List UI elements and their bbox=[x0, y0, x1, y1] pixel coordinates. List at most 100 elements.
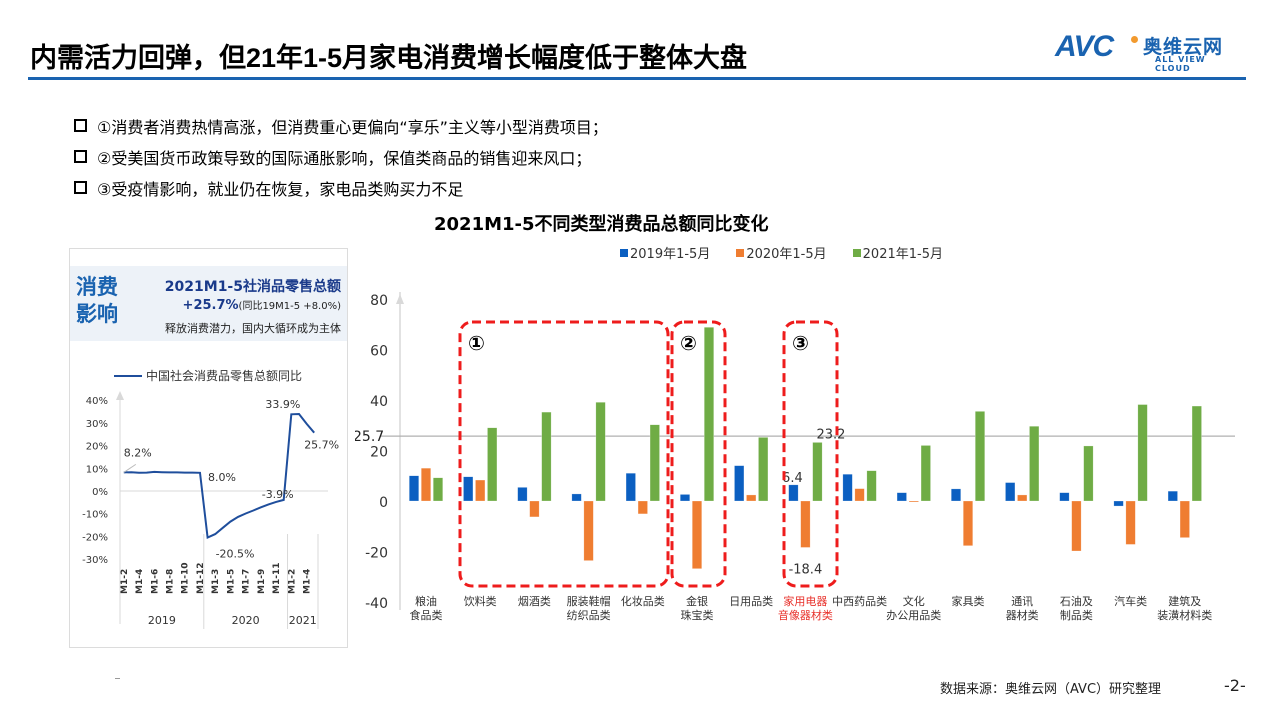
consumption-impact-panel: 消费影响 2021M1-5社消品零售总额 +25.7%(同比19M1-5 +8.… bbox=[69, 248, 348, 648]
svg-text:饮料类: 饮料类 bbox=[464, 594, 497, 608]
svg-text:23.2: 23.2 bbox=[816, 427, 845, 442]
svg-text:M1-11: M1-11 bbox=[272, 563, 282, 594]
bullet-item: ①消费者消费热情高涨，但消费重心更偏向“享乐”主义等小型消费项目； bbox=[74, 110, 608, 141]
panel-big-label: 消费影响 bbox=[76, 275, 118, 326]
svg-text:中西药品类: 中西药品类 bbox=[832, 594, 887, 608]
svg-text:M1-8: M1-8 bbox=[166, 569, 176, 594]
svg-text:办公用品类: 办公用品类 bbox=[886, 608, 941, 622]
logo-mark: AVC bbox=[1055, 30, 1114, 63]
legend-swatch-icon bbox=[852, 248, 861, 257]
svg-text:M1-7: M1-7 bbox=[242, 569, 252, 594]
svg-text:金银: 金银 bbox=[686, 594, 708, 608]
svg-text:M1-12: M1-12 bbox=[196, 563, 206, 594]
svg-text:纺织品类: 纺织品类 bbox=[567, 608, 611, 622]
svg-text:M1-5: M1-5 bbox=[226, 569, 236, 594]
legend-swatch-icon bbox=[736, 248, 745, 257]
svg-text:80: 80 bbox=[370, 293, 388, 309]
svg-text:2021: 2021 bbox=[289, 614, 317, 627]
svg-text:0%: 0% bbox=[92, 487, 108, 498]
svg-text:珠宝类: 珠宝类 bbox=[681, 608, 714, 622]
svg-text:①: ① bbox=[468, 331, 485, 355]
svg-text:2020: 2020 bbox=[232, 614, 260, 627]
svg-text:2019: 2019 bbox=[148, 614, 176, 627]
line-legend: 中国社会消费品零售总额同比 bbox=[114, 367, 302, 384]
svg-text:器材类: 器材类 bbox=[1006, 608, 1039, 622]
legend-item-2020: 2020年1-5月 bbox=[736, 243, 827, 262]
svg-text:家具类: 家具类 bbox=[952, 594, 985, 608]
svg-text:-10%: -10% bbox=[82, 510, 108, 521]
svg-text:-30%: -30% bbox=[82, 555, 108, 566]
svg-text:-18.4: -18.4 bbox=[789, 562, 823, 577]
logo-en: ALL VIEW CLOUD bbox=[1155, 55, 1206, 73]
svg-text:8.2%: 8.2% bbox=[124, 446, 152, 459]
svg-text:M1-3: M1-3 bbox=[211, 569, 221, 594]
svg-text:音像器材类: 音像器材类 bbox=[778, 608, 833, 622]
svg-text:30%: 30% bbox=[86, 419, 108, 430]
svg-text:0: 0 bbox=[379, 495, 388, 511]
decorative-dash bbox=[115, 678, 120, 679]
legend-line-icon bbox=[114, 374, 142, 377]
data-source: 数据来源：奥维云网（AVC）研究整理 bbox=[940, 682, 1162, 697]
svg-text:烟酒类: 烟酒类 bbox=[518, 594, 551, 608]
bullet-item: ②受美国货币政策导致的国际通胀影响，保值类商品的销售迎来风口； bbox=[74, 141, 608, 172]
svg-text:装潢材料类: 装潢材料类 bbox=[1157, 608, 1212, 622]
svg-text:服装鞋帽: 服装鞋帽 bbox=[567, 594, 611, 608]
square-bullet-icon bbox=[74, 119, 87, 132]
svg-text:汽车类: 汽车类 bbox=[1114, 594, 1147, 608]
svg-text:日用品类: 日用品类 bbox=[729, 594, 773, 608]
bar-chart-title: 2021M1-5不同类型消费品总额同比变化 bbox=[434, 214, 769, 235]
svg-text:文化: 文化 bbox=[903, 594, 925, 608]
svg-text:10%: 10% bbox=[86, 464, 108, 475]
svg-text:粮油: 粮油 bbox=[415, 594, 437, 608]
svg-text:M1-4: M1-4 bbox=[303, 569, 313, 594]
svg-text:25.7: 25.7 bbox=[355, 429, 384, 445]
svg-text:M1-4: M1-4 bbox=[135, 569, 145, 594]
legend-item-2021: 2021年1-5月 bbox=[852, 243, 943, 262]
bullet-item: ③受疫情影响，就业仍在恢复，家电品类购买力不足 bbox=[74, 172, 608, 203]
svg-text:6.4: 6.4 bbox=[782, 471, 803, 486]
svg-text:家用电器: 家用电器 bbox=[783, 594, 827, 608]
square-bullet-icon bbox=[74, 150, 87, 163]
panel-headline: 2021M1-5社消品零售总额 bbox=[164, 279, 341, 295]
svg-text:②: ② bbox=[680, 331, 697, 355]
panel-subtitle: 释放消费潜力，国内大循环成为主体 bbox=[165, 322, 341, 335]
svg-text:60: 60 bbox=[370, 344, 388, 360]
svg-text:建筑及: 建筑及 bbox=[1168, 594, 1201, 608]
svg-text:M1-6: M1-6 bbox=[150, 569, 160, 594]
svg-text:③: ③ bbox=[792, 331, 809, 355]
avc-logo: AVC 奥维云网 ALL VIEW CLOUD bbox=[1055, 30, 1245, 73]
svg-text:40: 40 bbox=[370, 394, 388, 410]
page-title: 内需活力回弹，但21年1-5月家电消费增长幅度低于整体大盘 bbox=[30, 43, 748, 73]
svg-text:M1-9: M1-9 bbox=[257, 569, 267, 594]
panel-growth: +25.7%(同比19M1-5 +8.0%) bbox=[182, 298, 341, 313]
svg-text:通讯: 通讯 bbox=[1011, 595, 1033, 608]
svg-text:-20: -20 bbox=[365, 546, 388, 562]
bar-chart-legend: 2019年1-5月 2020年1-5月 2021年1-5月 bbox=[620, 243, 969, 262]
bullet-list: ①消费者消费热情高涨，但消费重心更偏向“享乐”主义等小型消费项目； ②受美国货币… bbox=[74, 110, 608, 203]
panel-header: 消费影响 2021M1-5社消品零售总额 +25.7%(同比19M1-5 +8.… bbox=[70, 266, 347, 341]
legend-item-2019: 2019年1-5月 bbox=[620, 243, 710, 262]
svg-text:-20.5%: -20.5% bbox=[216, 548, 255, 561]
page-number: -2- bbox=[1224, 676, 1246, 695]
legend-swatch-icon bbox=[620, 248, 628, 257]
svg-text:20: 20 bbox=[370, 445, 388, 461]
svg-text:8.0%: 8.0% bbox=[208, 471, 236, 484]
svg-text:食品类: 食品类 bbox=[410, 608, 443, 622]
svg-text:化妆品类: 化妆品类 bbox=[621, 594, 665, 608]
svg-text:20%: 20% bbox=[86, 442, 108, 453]
retail-sales-line-chart: 40% 30% 20% 10% 0% -10% -20% -30% 8.2% 8.0% -20.5%… bbox=[82, 391, 339, 629]
svg-text:M1-2: M1-2 bbox=[120, 569, 130, 594]
svg-text:M1-10: M1-10 bbox=[181, 563, 191, 594]
svg-text:-40: -40 bbox=[365, 596, 388, 612]
svg-text:40%: 40% bbox=[86, 396, 108, 407]
logo-dot-icon bbox=[1131, 36, 1138, 43]
square-bullet-icon bbox=[74, 181, 87, 194]
svg-text:制品类: 制品类 bbox=[1060, 608, 1093, 622]
svg-text:M1-2: M1-2 bbox=[287, 569, 297, 594]
title-divider bbox=[28, 77, 1246, 80]
svg-text:25.7%: 25.7% bbox=[304, 439, 339, 452]
svg-text:石油及: 石油及 bbox=[1060, 594, 1093, 608]
svg-text:-20%: -20% bbox=[82, 532, 108, 543]
logo-cn: 奥维云网 bbox=[1143, 36, 1224, 58]
